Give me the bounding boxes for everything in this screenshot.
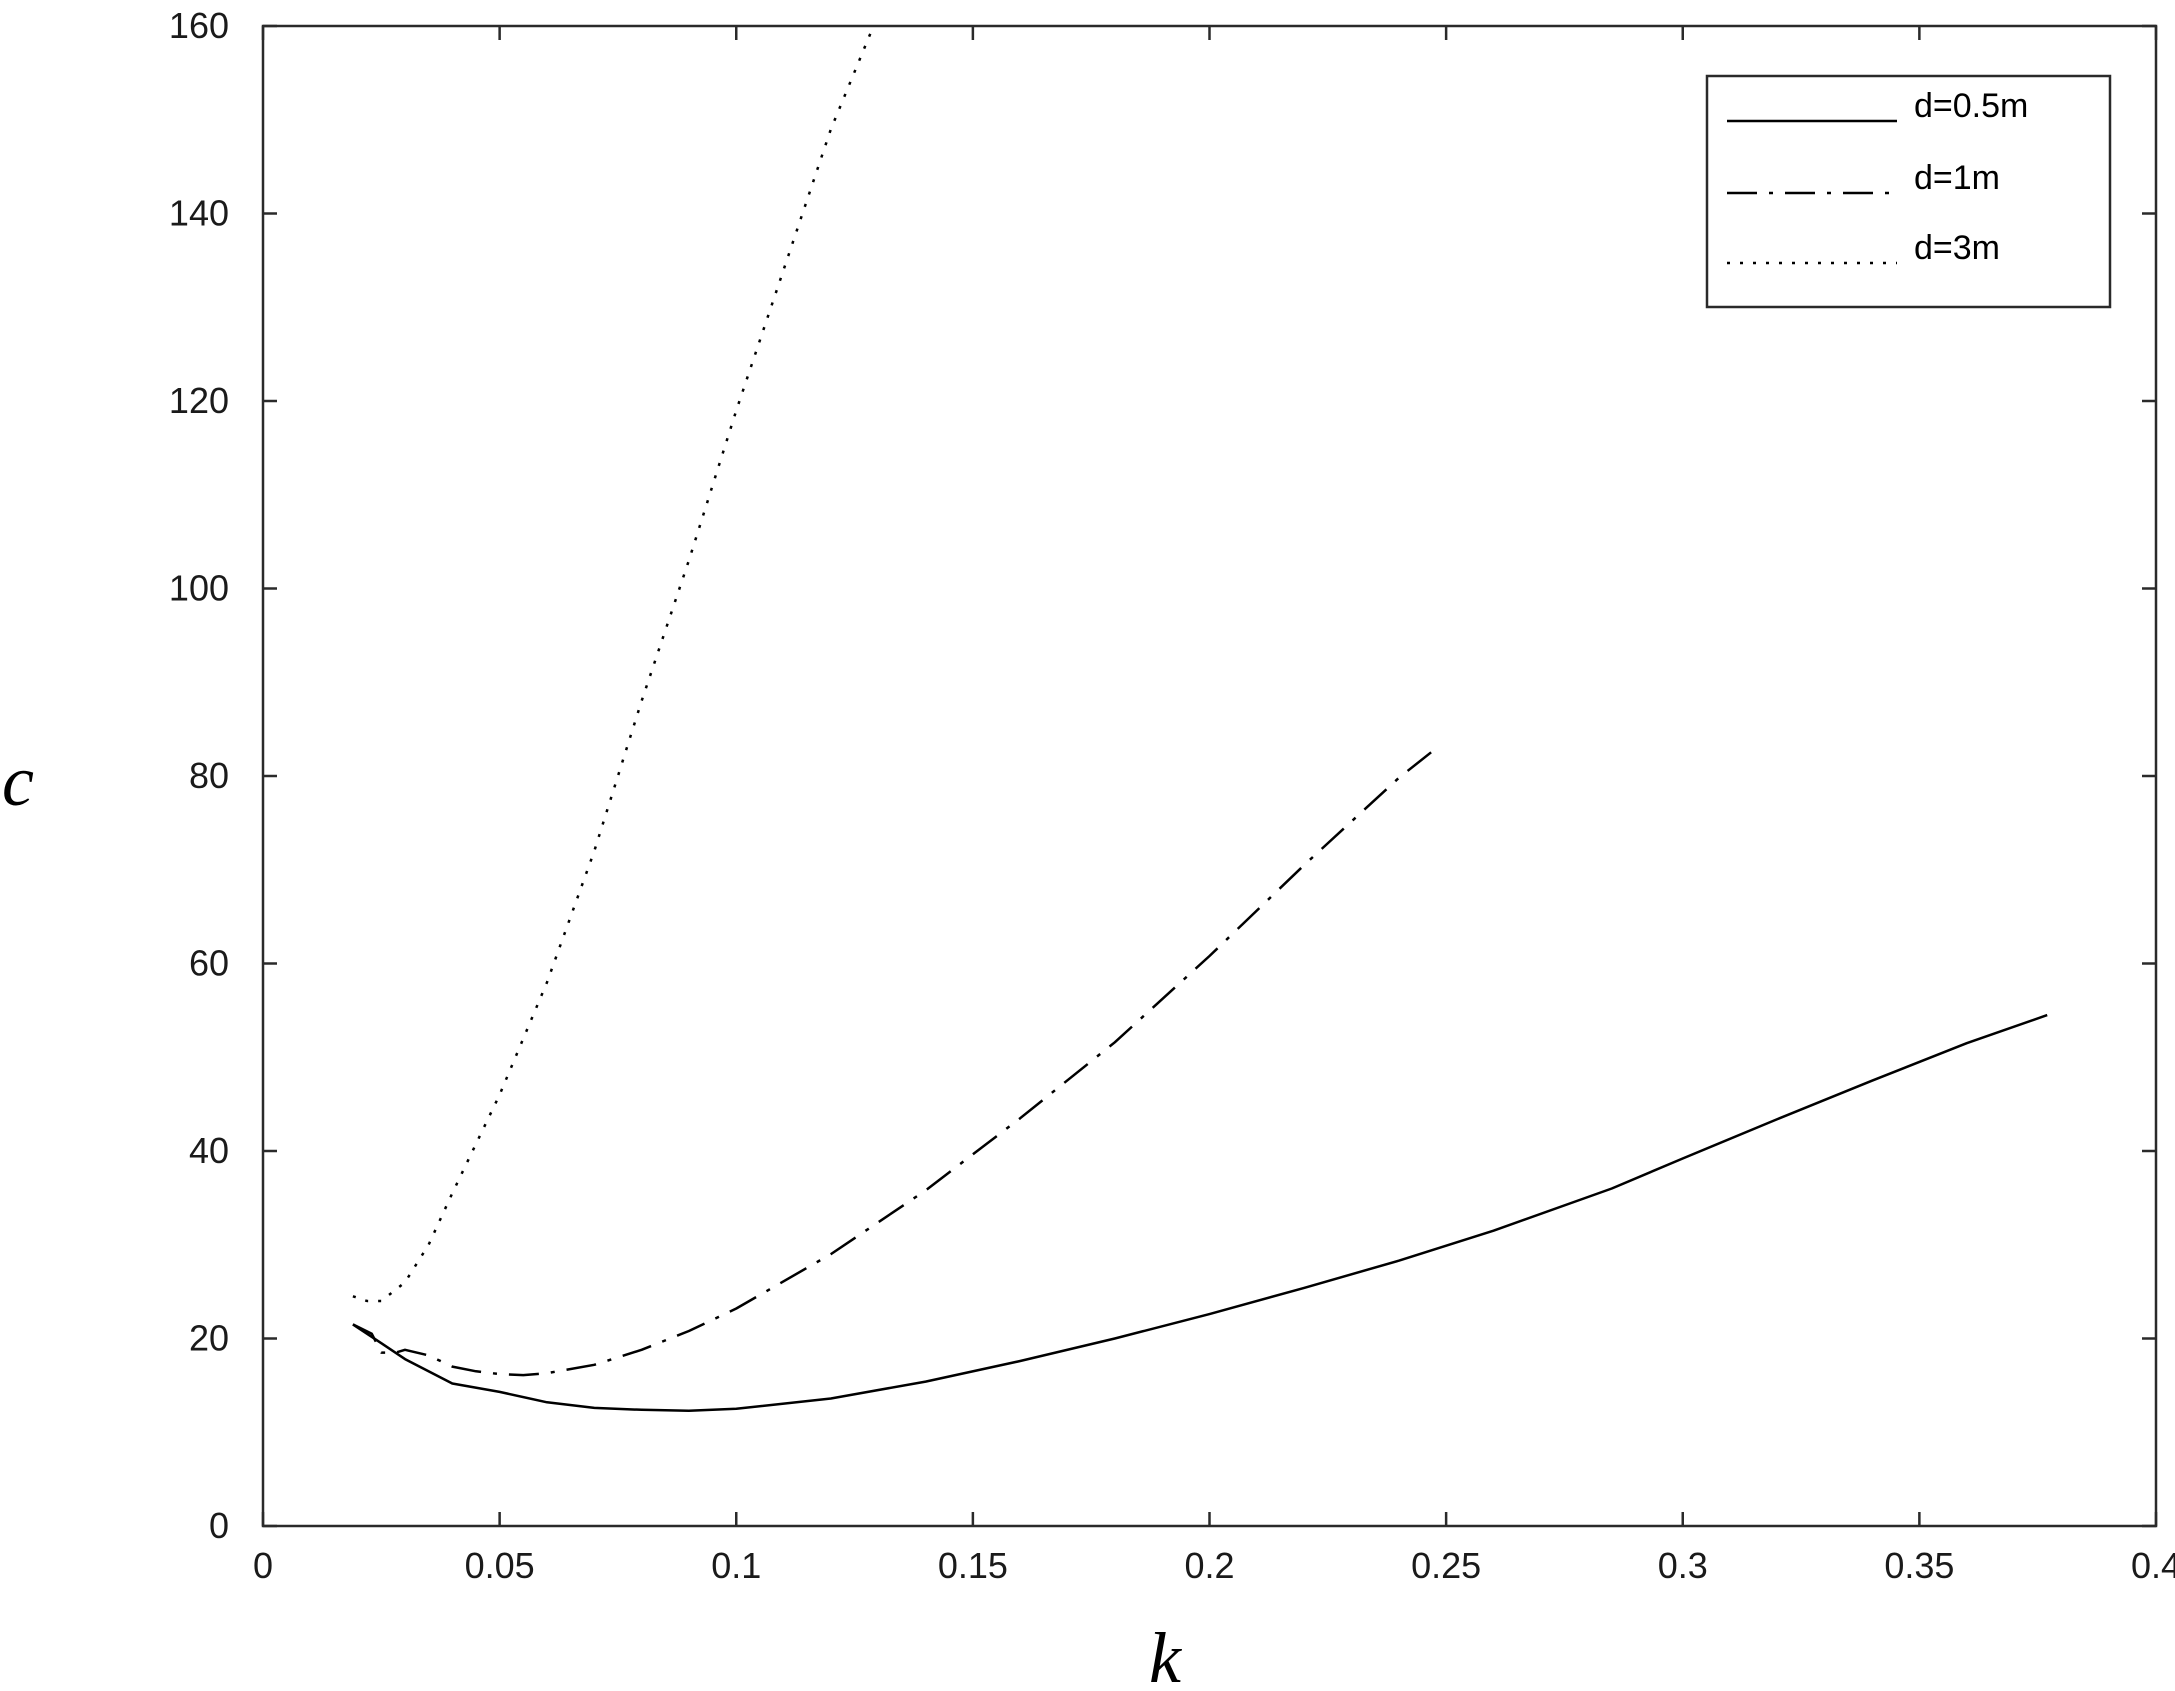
y-tick-label: 100	[169, 568, 229, 609]
y-tick-label: 60	[189, 943, 229, 984]
y-tick-label: 160	[169, 5, 229, 46]
x-tick-label: 0.2	[1184, 1545, 1234, 1586]
y-axis-label: c	[2, 741, 34, 821]
legend-label-1: d=1m	[1914, 159, 2000, 197]
x-tick-label: 0	[253, 1545, 273, 1586]
y-tick-label: 120	[169, 380, 229, 421]
y-tick-label: 20	[189, 1318, 229, 1359]
series-line-0	[352, 1013, 2048, 1412]
x-tick-label: 0.05	[465, 1545, 535, 1586]
axis-ticks: 0 0.05 0.1 0.15 0.2 0.25 0.3 0.35 0.4 0 20 40 60 80 10…	[169, 5, 2175, 1586]
legend-label-2: d=3m	[1914, 229, 2000, 267]
x-tick-label: 0.1	[711, 1545, 761, 1586]
series-line-1	[352, 746, 1438, 1377]
legend-label-0: d=0.5m	[1914, 87, 2028, 125]
legend-box	[1705, 74, 2112, 309]
y-tick-label: 80	[189, 755, 229, 796]
series-line-2	[352, 26, 875, 1303]
x-tick-label: 0.35	[1884, 1545, 1954, 1586]
x-axis-label: k	[1149, 1618, 1183, 1691]
x-tick-label: 0.3	[1658, 1545, 1708, 1586]
x-tick-label: 0.4	[2131, 1545, 2175, 1586]
legend: d=0.5m d=1m d=3m	[1705, 74, 2112, 309]
x-tick-label: 0.25	[1411, 1545, 1481, 1586]
x-tick-label: 0.15	[938, 1545, 1008, 1586]
y-tick-label: 0	[209, 1505, 229, 1546]
y-tick-label: 40	[189, 1130, 229, 1171]
y-tick-label: 140	[169, 193, 229, 234]
series-lines	[352, 26, 2048, 1412]
